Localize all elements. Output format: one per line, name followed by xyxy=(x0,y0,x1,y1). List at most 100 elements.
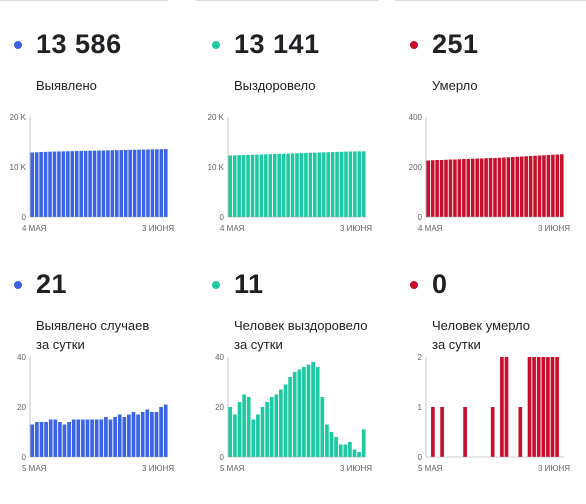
bar xyxy=(559,154,564,217)
bar xyxy=(71,419,76,457)
bar xyxy=(348,151,353,217)
bar xyxy=(435,160,439,217)
bar xyxy=(101,150,106,217)
bar xyxy=(123,149,128,217)
y-tick-label: 20 K xyxy=(208,113,225,122)
bar xyxy=(119,150,124,217)
bar xyxy=(335,151,339,217)
x-tick-label: 4 МАЯ xyxy=(22,224,47,233)
stat-value: 13 586 xyxy=(36,29,122,59)
bar xyxy=(321,152,326,217)
y-tick-label: 20 xyxy=(17,403,26,412)
bar xyxy=(274,394,279,457)
bar xyxy=(246,154,250,217)
bar xyxy=(259,154,264,217)
bar xyxy=(295,153,299,217)
bar xyxy=(502,157,506,217)
x-tick-label: 5 МАЯ xyxy=(418,464,443,473)
bar xyxy=(533,155,537,217)
bar xyxy=(490,407,495,457)
bar xyxy=(518,407,523,457)
stat-label: Выздоровело xyxy=(234,78,316,93)
legend-dot xyxy=(410,281,418,289)
bar xyxy=(453,159,457,217)
bar xyxy=(279,389,283,457)
bar xyxy=(511,157,515,217)
bar xyxy=(163,404,168,457)
top-divider xyxy=(196,0,379,1)
bar xyxy=(313,152,317,217)
bar xyxy=(43,151,48,217)
bar xyxy=(228,155,233,217)
bar xyxy=(463,407,467,457)
bar xyxy=(81,419,85,457)
stat-value: 251 xyxy=(432,29,479,59)
bar xyxy=(462,159,466,217)
bar xyxy=(551,154,555,217)
bar xyxy=(357,452,361,457)
bar xyxy=(488,158,493,217)
bar xyxy=(110,150,115,217)
bar xyxy=(251,419,256,457)
bar xyxy=(343,444,348,457)
stat-card-deaths: 251 Умерло 0 200 400 4 МАЯ 3 ИЮНЯ xyxy=(396,0,586,240)
bar xyxy=(53,419,58,457)
bar xyxy=(329,432,334,457)
y-tick-label: 200 xyxy=(409,163,423,172)
bar xyxy=(228,407,233,457)
bar xyxy=(90,419,94,457)
bar xyxy=(524,156,528,217)
legend-dot xyxy=(410,41,418,49)
bar xyxy=(246,397,251,457)
x-tick-label: 5 МАЯ xyxy=(22,464,47,473)
bar xyxy=(264,154,268,217)
stat-card-daily-deaths: 0 Человек умерло за сутки 0 1 2 5 МАЯ 3 ИЮНЯ xyxy=(396,240,586,480)
y-tick-label: 1 xyxy=(418,403,423,412)
bar xyxy=(58,422,62,457)
bar xyxy=(233,414,237,457)
bar xyxy=(92,150,97,217)
y-tick-label: 40 xyxy=(215,353,224,362)
bar xyxy=(255,154,259,217)
bar xyxy=(115,150,119,217)
bar xyxy=(546,357,550,457)
bar xyxy=(426,160,431,217)
bar xyxy=(163,149,168,217)
bar xyxy=(506,157,511,217)
bar xyxy=(344,151,348,217)
bar xyxy=(61,151,66,217)
y-tick-label: 0 xyxy=(418,213,423,222)
bar-chart: 0 20 40 5 МАЯ 3 ИЮНЯ xyxy=(215,353,372,473)
top-divider xyxy=(395,0,586,1)
x-tick-label: 3 ИЮНЯ xyxy=(142,464,174,473)
bar xyxy=(117,414,122,457)
bar xyxy=(30,152,35,217)
bar xyxy=(76,419,81,457)
x-tick-label: 3 ИЮНЯ xyxy=(538,464,570,473)
bar xyxy=(128,149,132,217)
bar xyxy=(242,394,246,457)
bar xyxy=(299,153,304,217)
bar xyxy=(430,160,435,217)
stat-value: 0 xyxy=(432,269,448,299)
bar xyxy=(320,397,325,457)
bar xyxy=(338,444,343,457)
bar xyxy=(88,150,92,217)
bar xyxy=(48,419,53,457)
bar xyxy=(504,357,509,457)
bar xyxy=(290,153,295,217)
bar xyxy=(241,155,246,217)
bar xyxy=(334,437,338,457)
bar xyxy=(361,151,366,217)
bar xyxy=(145,409,150,457)
bar-chart: 0 20 40 5 МАЯ 3 ИЮНЯ xyxy=(17,353,174,473)
legend-dot xyxy=(14,41,22,49)
bar xyxy=(122,417,127,457)
bar xyxy=(286,153,290,217)
bar xyxy=(137,149,141,217)
bar xyxy=(348,442,352,457)
stat-label: Человек умерло xyxy=(432,318,530,333)
bar-chart: 0 200 400 4 МАЯ 3 ИЮНЯ xyxy=(409,113,571,233)
bar xyxy=(150,412,154,457)
bar xyxy=(159,407,163,457)
